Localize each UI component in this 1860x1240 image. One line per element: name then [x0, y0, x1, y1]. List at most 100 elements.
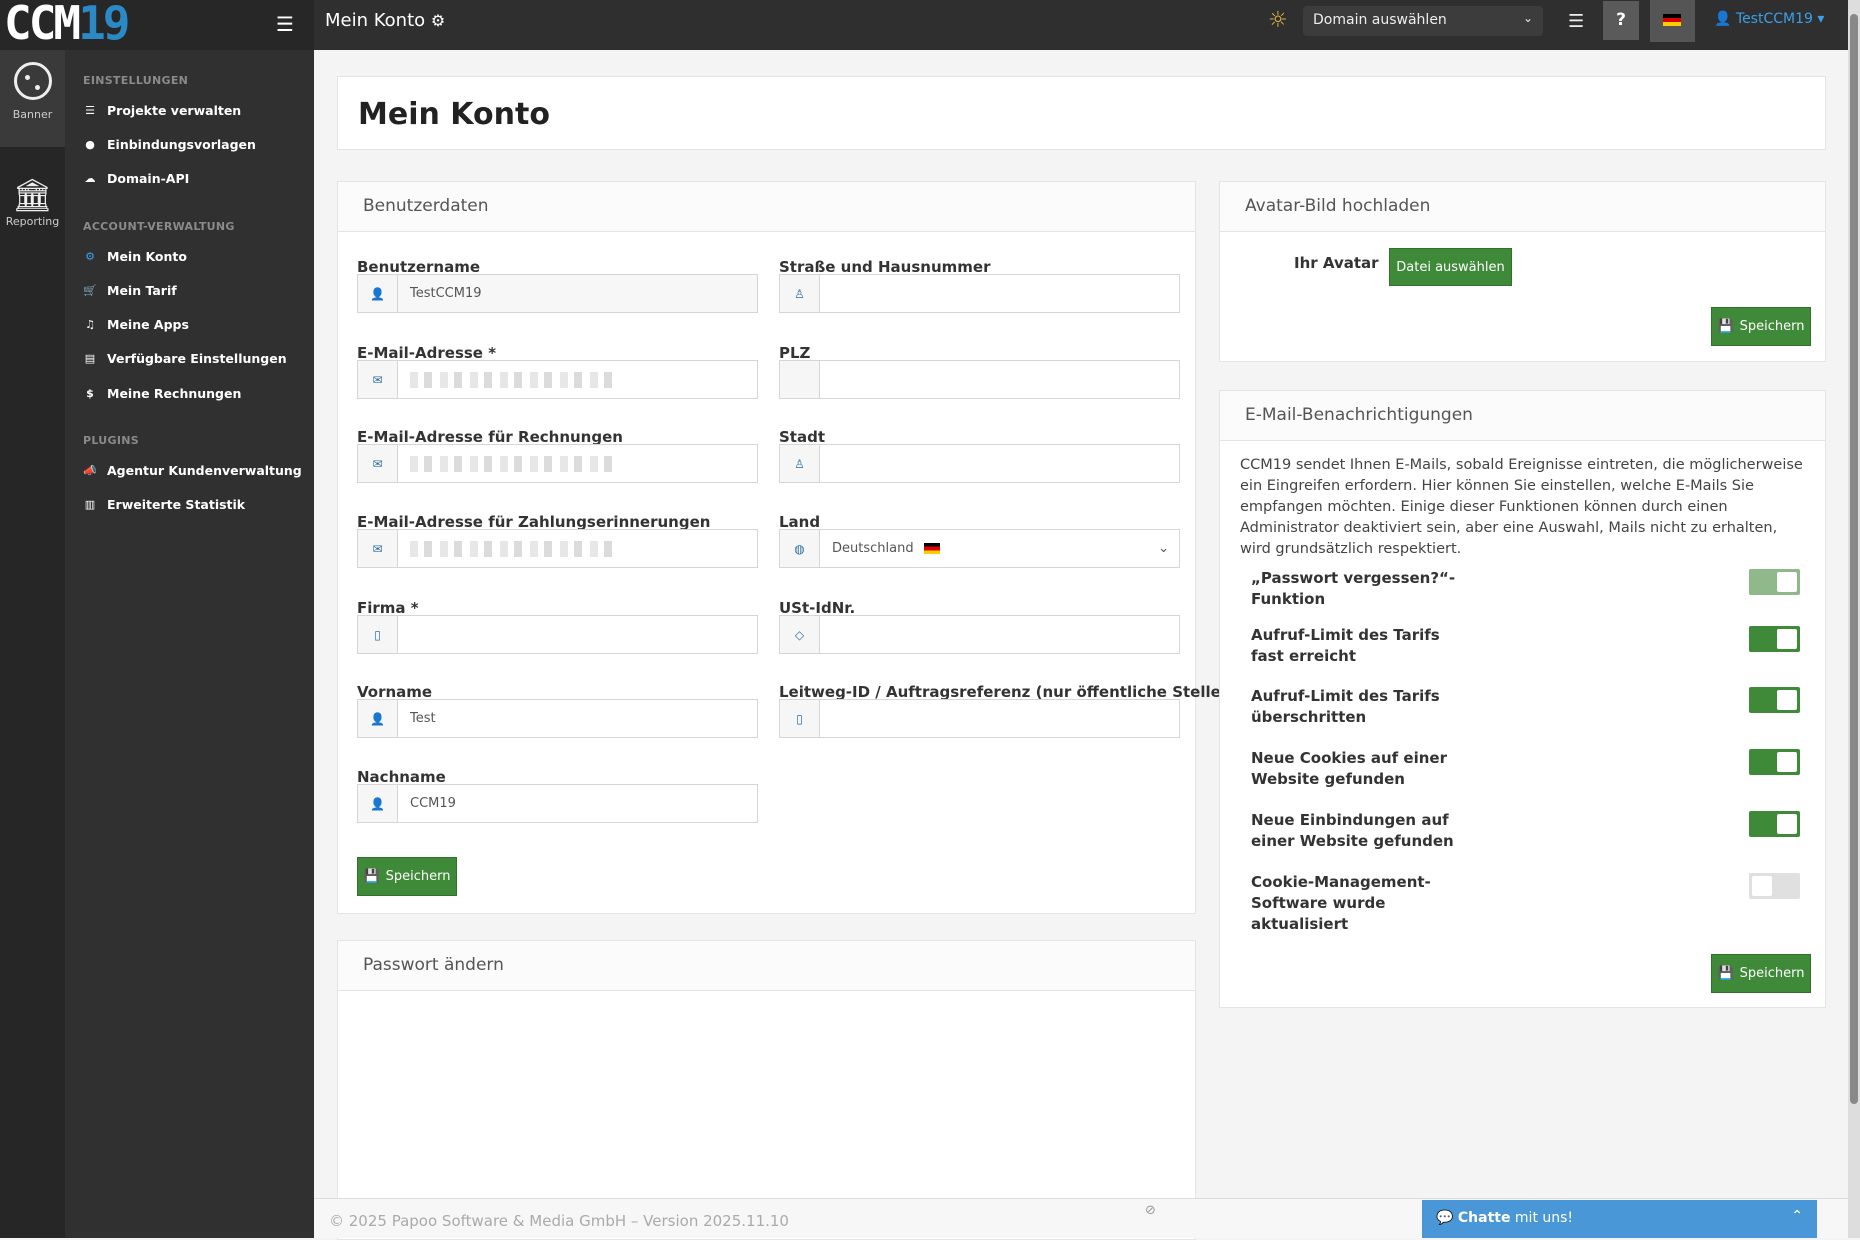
chat-widget[interactable]: 💬 Chatte mit uns! ⌃ — [1422, 1200, 1817, 1238]
toggle-knob — [1752, 876, 1772, 896]
logo[interactable]: CCM19 — [4, 0, 131, 50]
bullhorn-icon: 📣 — [83, 464, 97, 477]
notification-toggle[interactable] — [1749, 569, 1800, 595]
notification-label: Neue Einbindungen auf einer Website gefu… — [1251, 811, 1454, 850]
bar-chart-icon: ▥ — [84, 498, 96, 511]
field-input[interactable]: Test — [410, 711, 436, 726]
field-input[interactable]: TestCCM19 — [398, 275, 757, 312]
notification-toggle[interactable] — [1749, 873, 1800, 899]
field-label: Land — [779, 513, 821, 531]
diamond-icon: ◇ — [780, 616, 820, 653]
envelope-o-icon: ✉ — [358, 530, 398, 567]
sidebar-item-einbindungsvorlagen[interactable]: ● Einbindungsvorlagen — [83, 137, 256, 152]
notification-label: „Passwort vergessen?“-Funktion — [1251, 569, 1456, 608]
field-label: Vorname — [357, 683, 433, 701]
form-field[interactable]: ◍ Deutschland ⌄ — [779, 529, 1180, 568]
notification-toggle[interactable] — [1749, 687, 1800, 713]
form-field[interactable]: ▯ — [779, 699, 1180, 738]
field-input[interactable]: Deutschland ⌄ — [832, 541, 1169, 556]
form-field[interactable]: 👤 CCM19 — [357, 784, 758, 823]
cookie-icon — [13, 62, 52, 100]
choose-file-button[interactable]: Datei auswählen — [1389, 248, 1512, 286]
page-title: Mein Konto — [358, 97, 550, 132]
save-userdata-button[interactable]: 💾 Speichern — [357, 857, 457, 896]
save-icon: 💾 — [1717, 319, 1734, 334]
redacted-value — [410, 540, 620, 557]
scrollbar[interactable] — [1848, 0, 1860, 1238]
field-input[interactable] — [820, 700, 1179, 737]
sidebar-item-meine-apps[interactable]: ♫ Meine Apps — [83, 317, 189, 332]
field-label: Stadt — [779, 428, 826, 446]
sidebar-item-projekte[interactable]: ☰ Projekte verwalten — [83, 103, 241, 118]
form-field[interactable]: ◇ — [779, 615, 1180, 654]
theme-sun-icon[interactable]: ☼ — [1268, 8, 1288, 33]
card-header: Benutzerdaten — [338, 182, 1195, 232]
field-label: E-Mail-Adresse * — [357, 344, 497, 362]
form-field[interactable]: ✉ — [357, 529, 758, 568]
field-input[interactable] — [398, 616, 757, 653]
form-field[interactable]: ✉ — [357, 444, 758, 483]
sidebar-item-einstellungen[interactable]: ▤ Verfügbare Einstellungen — [84, 351, 287, 366]
avatar-label: Ihr Avatar — [1294, 254, 1379, 272]
form-field[interactable]: ♙ — [779, 444, 1180, 483]
toggle-knob — [1777, 690, 1797, 710]
music-icon: ♫ — [85, 318, 95, 331]
form-field[interactable]: ▯ — [357, 615, 758, 654]
notifications-card: E-Mail-Benachrichtigungen CCM19 sendet I… — [1219, 390, 1826, 1008]
rail-item-banner[interactable]: Banner — [0, 50, 65, 147]
field-input[interactable]: CCM19 — [410, 796, 456, 811]
help-button[interactable]: ? — [1603, 1, 1639, 40]
rail-item-reporting[interactable]: 🏛 Reporting — [0, 175, 65, 228]
field-input[interactable] — [398, 530, 757, 567]
save-notifications-button[interactable]: 💾 Speichern — [1711, 954, 1811, 993]
sidebar: EINSTELLUNGEN ☰ Projekte verwalten ● Einbi… — [65, 50, 314, 1238]
notification-toggle[interactable] — [1749, 811, 1800, 837]
field-input[interactable] — [398, 361, 757, 398]
field-label: Benutzername — [357, 258, 481, 276]
bank-icon: 🏛 — [12, 176, 53, 214]
toggle-knob — [1777, 752, 1797, 772]
icon-rail: Banner 🏛 Reporting — [0, 50, 65, 1238]
sidebar-heading: PLUGINS — [83, 434, 139, 447]
sidebar-item-domain-api[interactable]: ☁ Domain-API — [84, 171, 190, 186]
field-input[interactable] — [820, 616, 1179, 653]
save-avatar-button[interactable]: 💾 Speichern — [1711, 307, 1811, 346]
form-field[interactable] — [779, 360, 1180, 399]
notifications-intro: CCM19 sendet Ihnen E-Mails, sobald Ereig… — [1240, 457, 1803, 557]
street-view-icon: ♙ — [780, 275, 820, 312]
language-button[interactable] — [1650, 0, 1695, 42]
sidebar-item-agentur[interactable]: 📣 Agentur Kundenverwaltung — [83, 463, 302, 478]
form-field[interactable]: 👤 Test — [357, 699, 758, 738]
notification-label: Neue Cookies auf einer Website gefunden — [1251, 749, 1447, 788]
sidebar-item-mein-konto[interactable]: ⚙ Mein Konto — [83, 249, 187, 264]
field-input[interactable] — [398, 445, 757, 482]
domain-select[interactable]: Domain auswählen ⌄ — [1303, 6, 1543, 36]
notification-toggle[interactable] — [1749, 749, 1800, 775]
form-field[interactable]: ✉ — [357, 360, 758, 399]
user-menu[interactable]: 👤 TestCCM19 ▾ — [1714, 11, 1825, 27]
sidebar-item-rechnungen[interactable]: $ Meine Rechnungen — [83, 386, 241, 401]
hamburger-menu-icon[interactable]: ☰ — [276, 12, 294, 36]
list-icon[interactable]: ☰ — [1568, 11, 1585, 32]
field-input[interactable] — [820, 275, 1179, 312]
field-label: Firma * — [357, 599, 419, 617]
notification-label: Aufruf-Limit des Tarifs fast erreicht — [1251, 626, 1440, 665]
chevron-down-icon: ⌄ — [1158, 541, 1169, 556]
code-icon — [780, 361, 820, 398]
field-input[interactable] — [820, 445, 1179, 482]
form-field[interactable]: ♙ — [779, 274, 1180, 313]
page-header-title: Mein Konto ⚙ — [325, 10, 446, 31]
notification-toggle[interactable] — [1749, 626, 1800, 652]
notification-label: Cookie-Management-Software wurde aktuali… — [1251, 873, 1431, 933]
chevron-up-icon[interactable]: ⌃ — [1791, 1208, 1803, 1224]
field-label: USt-IdNr. — [779, 599, 856, 617]
sidebar-item-mein-tarif[interactable]: 🛒 Mein Tarif — [83, 283, 177, 298]
sidebar-item-statistik[interactable]: ▥ Erweiterte Statistik — [84, 497, 246, 512]
scrollbar-thumb[interactable] — [1850, 14, 1858, 1104]
field-label: Straße und Hausnummer — [779, 258, 991, 276]
list-alt-icon: ▤ — [84, 352, 96, 365]
gear-icon[interactable]: ⚙ — [430, 11, 446, 30]
field-input[interactable] — [820, 361, 1179, 398]
form-field[interactable]: 👤 TestCCM19 — [357, 274, 758, 313]
eye-slash-icon[interactable]: ⊘ — [1145, 1203, 1156, 1218]
